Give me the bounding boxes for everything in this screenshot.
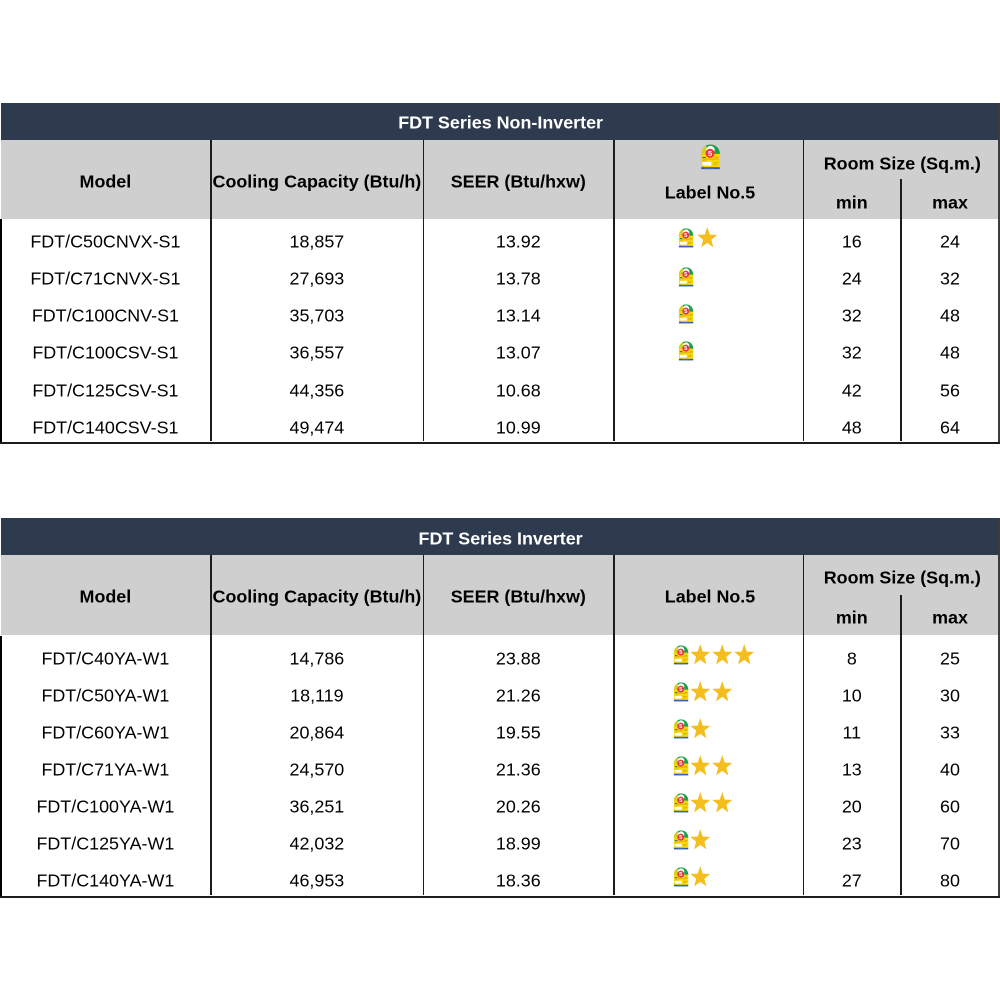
svg-text:5: 5 (679, 835, 683, 841)
svg-text:5: 5 (679, 650, 683, 656)
svg-text:5: 5 (684, 346, 688, 352)
svg-text:5: 5 (679, 687, 683, 693)
svg-text:5: 5 (684, 233, 688, 239)
svg-text:5: 5 (679, 761, 683, 767)
svg-text:5: 5 (679, 724, 683, 730)
svg-text:5: 5 (708, 149, 712, 158)
svg-text:5: 5 (679, 872, 683, 878)
svg-text:5: 5 (684, 272, 688, 278)
svg-text:5: 5 (684, 309, 688, 315)
svg-text:5: 5 (679, 798, 683, 804)
